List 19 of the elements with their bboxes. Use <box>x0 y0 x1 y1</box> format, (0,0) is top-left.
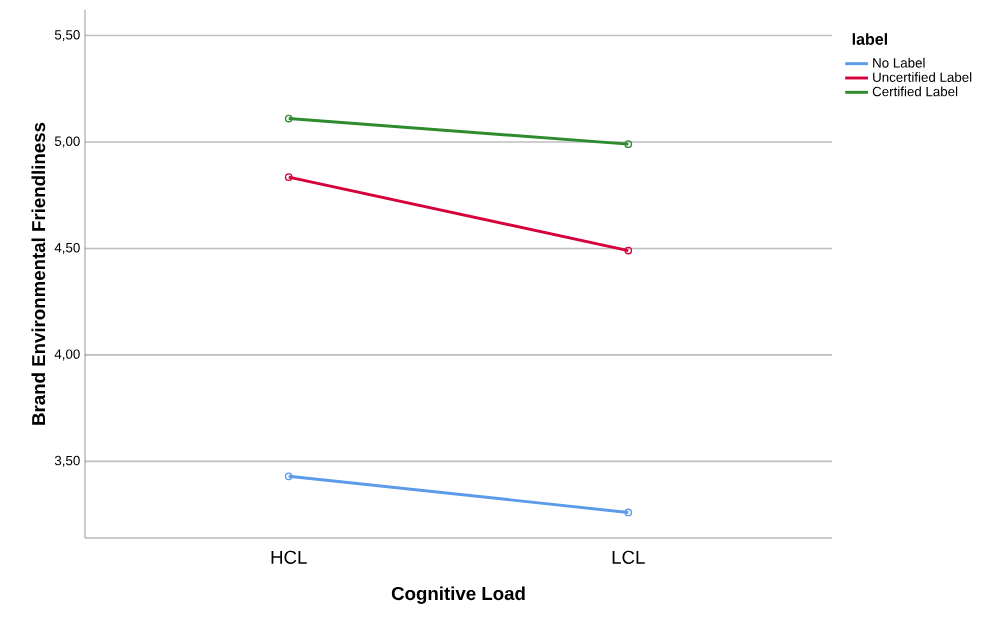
legend-label: Uncertified Label <box>873 72 972 82</box>
y-tick-label: 5,00 <box>54 136 80 148</box>
point <box>284 114 293 123</box>
y-axis-title: Brand Environmental Friendliness <box>31 122 46 425</box>
y-tick-label: 5,50 <box>54 30 80 42</box>
point <box>624 246 633 255</box>
x-tick-label: HCL <box>271 550 307 564</box>
x-axis-title: Cognitive Load <box>391 586 525 604</box>
legend-label: No Label <box>873 57 925 68</box>
point <box>624 508 633 517</box>
legend-label: Certified Label <box>872 86 958 97</box>
y-tick-label: 4,50 <box>54 242 80 254</box>
legend-title: label <box>852 33 887 45</box>
point <box>284 472 293 481</box>
y-tick-label: 4,00 <box>54 349 80 361</box>
point <box>284 173 293 181</box>
x-tick-label: LCL <box>612 550 645 564</box>
point <box>624 140 633 148</box>
y-tick-label: 3,50 <box>54 455 80 467</box>
